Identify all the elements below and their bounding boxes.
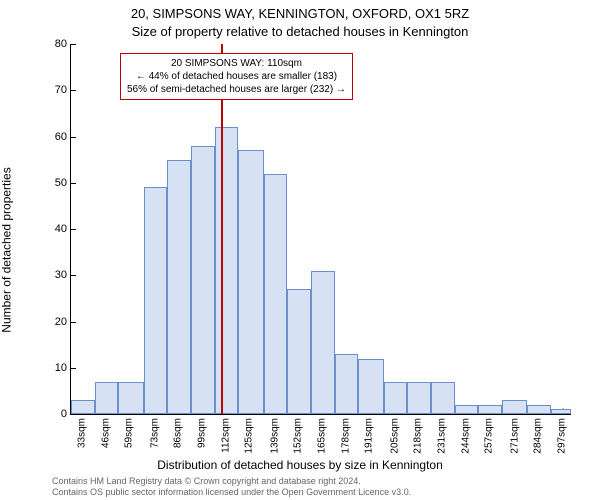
x-tick: 139sqm — [269, 414, 280, 454]
y-tick: 0 — [37, 408, 71, 420]
histogram-bar — [431, 382, 455, 414]
x-tick: 165sqm — [316, 414, 327, 454]
y-tick: 30 — [37, 269, 71, 281]
x-tick: 191sqm — [364, 414, 375, 454]
x-tick: 152sqm — [293, 414, 304, 454]
annotation-line3: 56% of semi-detached houses are larger (… — [127, 83, 346, 96]
histogram-bar — [238, 150, 263, 414]
x-tick: 205sqm — [389, 414, 400, 454]
footer-line1: Contains HM Land Registry data © Crown c… — [52, 476, 590, 487]
x-tick: 33sqm — [76, 414, 87, 448]
histogram-bar — [167, 160, 191, 414]
y-tick: 70 — [37, 84, 71, 96]
x-tick: 125sqm — [244, 414, 255, 454]
plot-area: 0102030405060708033sqm46sqm59sqm73sqm86s… — [70, 44, 571, 415]
histogram-bar — [455, 405, 479, 414]
histogram-bar — [144, 187, 168, 414]
x-tick: 244sqm — [460, 414, 471, 454]
histogram-bar — [407, 382, 431, 414]
histogram-bar — [527, 405, 551, 414]
footer-line2: Contains OS public sector information li… — [52, 487, 590, 498]
x-tick: 297sqm — [556, 414, 567, 454]
histogram-bar — [118, 382, 143, 414]
y-tick: 10 — [37, 362, 71, 374]
annotation-box: 20 SIMPSONS WAY: 110sqm← 44% of detached… — [120, 53, 353, 100]
annotation-line2: ← 44% of detached houses are smaller (18… — [127, 70, 346, 83]
y-axis-label: Number of detached properties — [0, 167, 14, 332]
histogram-bar — [311, 271, 335, 414]
histogram-bar — [502, 400, 527, 414]
chart-title-line2: Size of property relative to detached ho… — [0, 24, 600, 39]
x-tick: 86sqm — [173, 414, 184, 448]
x-tick: 257sqm — [484, 414, 495, 454]
histogram-bar — [215, 127, 239, 414]
histogram-bar — [384, 382, 408, 414]
y-tick: 50 — [37, 177, 71, 189]
x-axis-label: Distribution of detached houses by size … — [0, 458, 600, 472]
histogram-bar — [551, 409, 571, 414]
histogram-bar — [478, 405, 502, 414]
histogram-bar — [358, 359, 383, 415]
x-tick: 59sqm — [124, 414, 135, 448]
y-tick: 20 — [37, 316, 71, 328]
histogram-bar — [71, 400, 95, 414]
x-tick: 271sqm — [509, 414, 520, 454]
x-tick: 73sqm — [149, 414, 160, 448]
y-tick: 60 — [37, 131, 71, 143]
x-tick: 231sqm — [436, 414, 447, 454]
chart-title-line1: 20, SIMPSONS WAY, KENNINGTON, OXFORD, OX… — [0, 6, 600, 21]
x-tick: 99sqm — [196, 414, 207, 448]
histogram-bar — [191, 146, 215, 414]
histogram-bar — [335, 354, 359, 414]
x-tick: 218sqm — [413, 414, 424, 454]
histogram-bar — [287, 289, 311, 414]
y-tick: 40 — [37, 223, 71, 235]
x-tick: 112sqm — [220, 414, 231, 453]
x-tick: 284sqm — [533, 414, 544, 454]
y-tick: 80 — [37, 38, 71, 50]
chart-container: { "chart": { "type": "histogram", "title… — [0, 0, 600, 500]
footer-attribution: Contains HM Land Registry data © Crown c… — [52, 476, 590, 498]
x-tick: 178sqm — [340, 414, 351, 454]
histogram-bar — [95, 382, 119, 414]
histogram-bar — [264, 174, 288, 415]
annotation-line1: 20 SIMPSONS WAY: 110sqm — [127, 57, 346, 70]
x-tick: 46sqm — [100, 414, 111, 448]
